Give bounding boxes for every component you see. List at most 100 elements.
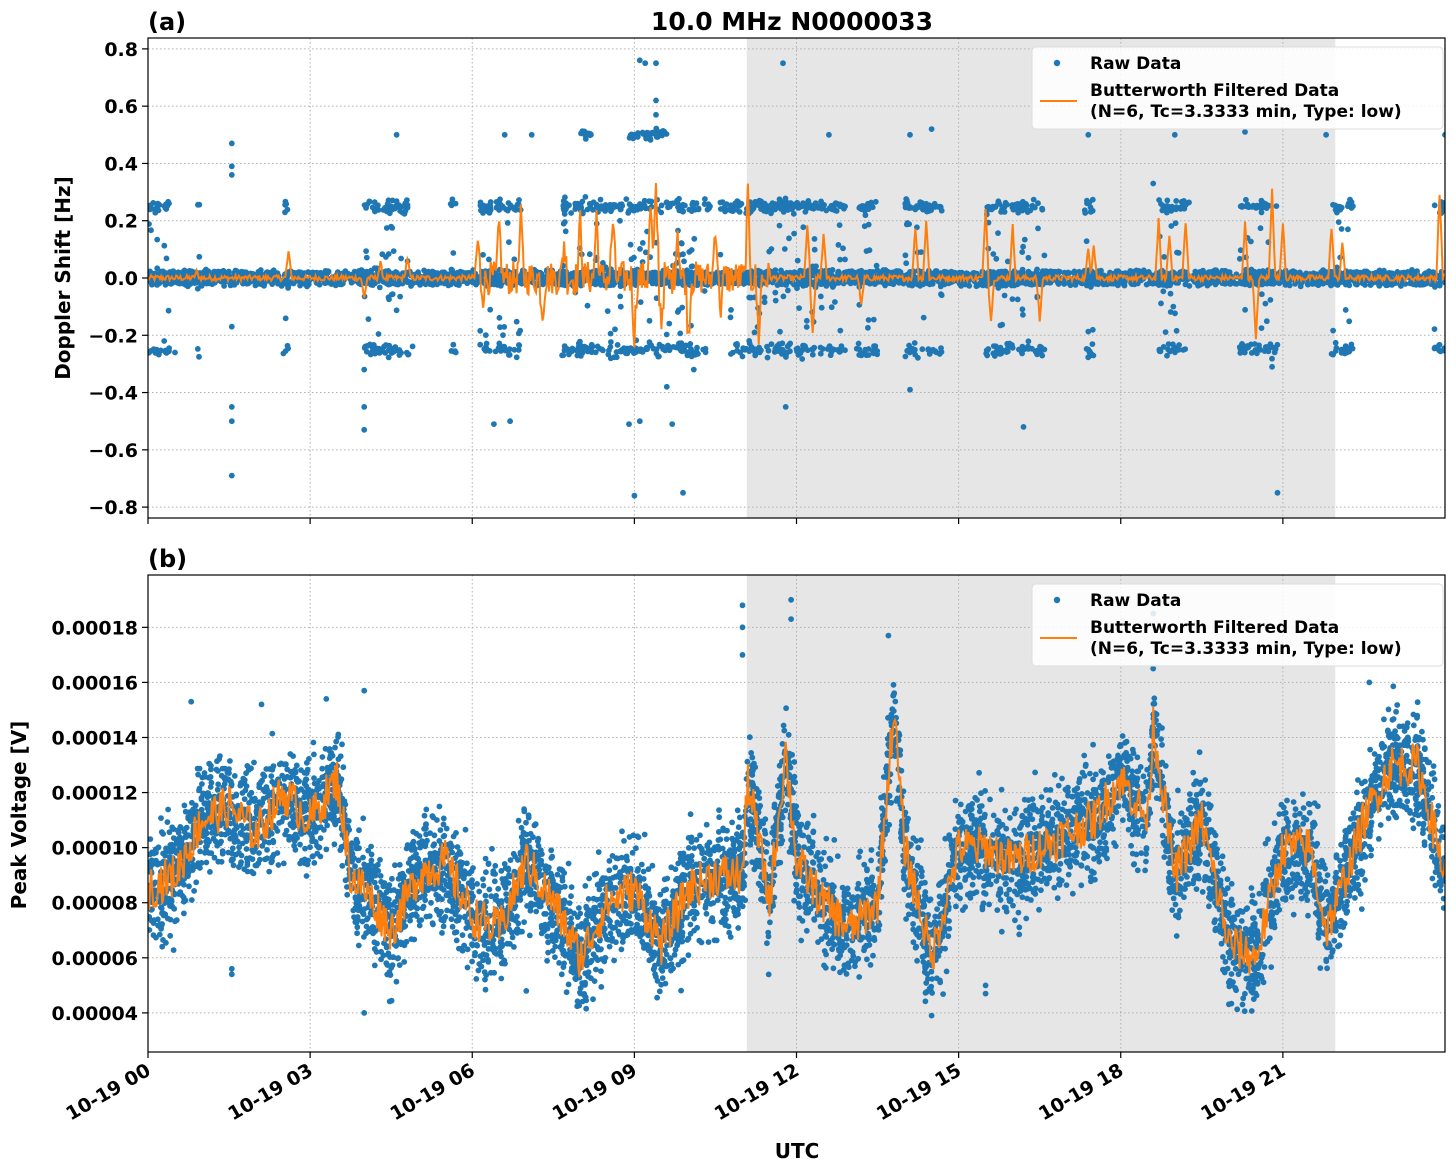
raw-data-point [511,346,518,353]
raw-data-point [811,204,818,210]
raw-data-point [1249,204,1256,210]
raw-data-point [390,248,397,255]
raw-data-point [925,208,932,215]
raw-data-point [689,263,696,270]
raw-data-point [504,207,511,213]
raw-data-point [376,284,383,291]
raw-data-point [858,267,865,274]
raw-data-point [1087,204,1094,211]
raw-data-point [477,327,484,334]
raw-data-point [1031,204,1038,211]
raw-data-point [1338,226,1345,232]
raw-data-point [681,347,687,354]
raw-data-point [930,346,936,353]
raw-data-point [506,346,513,353]
raw-data-point [818,304,825,311]
raw-data-point [642,249,649,256]
raw-data-point [800,200,807,207]
raw-data-point [1242,281,1249,288]
raw-data-point [1027,207,1034,214]
raw-data-point [663,199,670,206]
raw-data-point [1090,352,1097,359]
raw-data-point [586,200,593,207]
raw-data-point [926,281,933,288]
raw-data-point [785,287,791,294]
raw-data-point [1441,279,1445,286]
raw-data-point [195,201,201,208]
raw-data-point [733,341,739,348]
raw-data-point [905,202,911,209]
raw-data-point [161,242,168,249]
raw-data-point [1437,348,1444,355]
raw-data-point [758,206,764,213]
raw-data-point [660,346,667,353]
raw-data-point [758,347,764,354]
raw-data-point [803,282,809,288]
raw-data-point [163,202,170,208]
raw-data-point [911,340,918,346]
raw-data-point [597,196,604,203]
raw-data-point [817,293,824,300]
raw-data-point [695,205,702,212]
raw-data-point [826,131,832,138]
raw-data-point [828,304,835,311]
raw-data-point [1004,346,1011,353]
raw-data-point [997,351,1003,357]
raw-data-point [1330,327,1336,334]
raw-data-point [563,346,570,353]
raw-data-point [690,366,697,373]
raw-data-point [252,282,259,289]
raw-data-point [562,228,569,235]
raw-data-point [1182,281,1189,288]
raw-data-point [497,205,504,212]
raw-data-point [565,981,572,988]
raw-data-point [784,199,791,206]
raw-data-point [902,252,909,259]
raw-data-point [528,131,535,138]
raw-data-point [653,111,659,118]
raw-data-point [370,348,377,355]
raw-data-point [747,294,754,301]
raw-data-point [1274,489,1281,496]
raw-data-point [486,256,492,263]
raw-data-point [853,345,860,352]
raw-data-point [684,279,691,286]
raw-data-point [161,338,168,344]
raw-data-point [582,194,589,200]
raw-data-point [604,308,611,314]
raw-data-point [607,330,614,337]
raw-data-point [504,220,511,226]
raw-data-point [1052,268,1059,275]
raw-data-point [170,268,177,275]
raw-data-point [1089,326,1096,333]
raw-data-point [906,342,912,349]
y-axis: −0.8−0.6−0.4−0.20.00.20.40.60.8 [88,39,148,519]
raw-data-point [396,347,403,353]
raw-data-point [1252,276,1259,283]
raw-data-point [805,198,812,204]
raw-data-point [1041,346,1048,353]
raw-data-point [833,200,840,207]
raw-data-point [911,347,917,354]
raw-data-point [511,256,518,263]
raw-data-point [1006,340,1013,347]
raw-data-point [1168,223,1175,229]
raw-data-point [590,206,596,213]
raw-data-point [1272,346,1279,352]
raw-data-point [623,350,629,357]
raw-data-point [1329,278,1336,285]
filtered-data-line [148,183,1445,348]
raw-data-point [268,773,275,779]
raw-data-point [370,342,377,348]
raw-data-point [497,324,503,331]
raw-data-point [755,201,761,207]
raw-data-point [796,349,802,355]
y-tick-label: 0.0 [104,268,138,290]
raw-data-point [1087,209,1094,215]
raw-data-point [1039,352,1046,359]
raw-data-point [568,893,574,900]
raw-data-point [999,321,1006,328]
raw-data-point [393,307,400,314]
raw-data-point [1160,288,1167,295]
raw-data-point [1160,344,1167,350]
